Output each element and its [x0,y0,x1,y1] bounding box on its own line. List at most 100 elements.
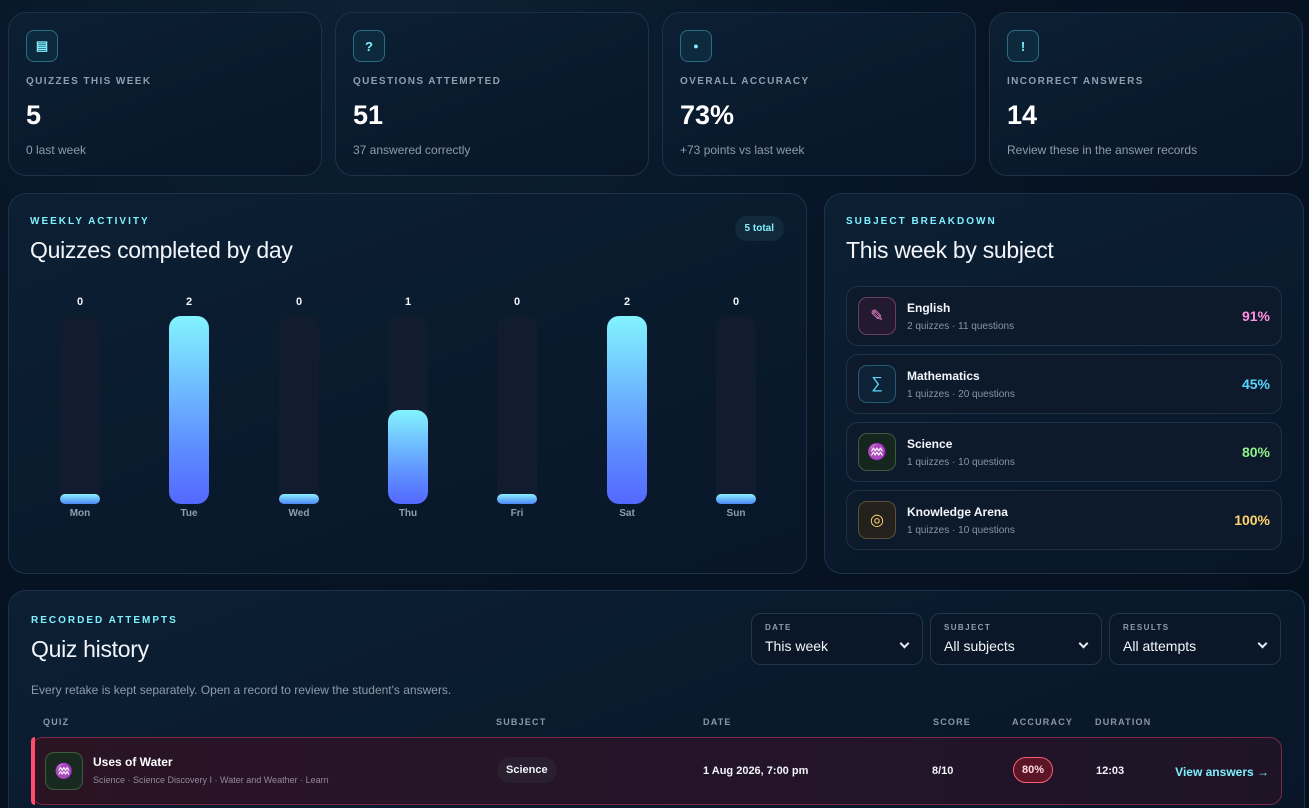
bar-value-label: 0 [732,296,740,308]
subject-row-science: ♒ Science 1 quizzes · 10 questions 80% [846,422,1282,482]
subject-meta: 1 quizzes · 10 questions [907,524,1015,536]
incorrect-accent-bar [31,737,35,805]
attempt-duration: 12:03 [1096,765,1125,777]
subject-meta: 2 quizzes · 11 questions [907,320,1015,332]
bar-value-label: 0 [513,296,521,308]
total-badge: 5 total [734,216,784,241]
results-filter[interactable]: RESULTS All attempts [1109,613,1281,665]
bar-value-label: 1 [404,296,412,308]
filter-label: SUBJECT [944,623,992,632]
view-answers-link[interactable]: View answers → [1175,765,1269,779]
column-header-score: SCORE [933,717,972,727]
jellyfish-icon: ♒ [858,433,896,471]
subject-filter[interactable]: SUBJECT All subjects [930,613,1102,665]
subject-accuracy: 45% [1241,376,1270,392]
target-icon: ◎ [858,501,896,539]
bar-value-label: 0 [76,296,84,308]
history-title: Quiz history [31,636,149,662]
filter-value: All subjects [944,638,1015,654]
filter-label: RESULTS [1123,623,1170,632]
subject-list: ✎ English 2 quizzes · 11 questions 91% ∑ Math… [846,286,1282,550]
bar-track [60,316,100,504]
subject-name: Knowledge Arena [907,504,1008,519]
stat-value: 73% [680,100,735,130]
stat-label: QUESTIONS ATTEMPTED [353,76,502,87]
column-header-subject: SUBJECT [496,717,547,727]
date-filter[interactable]: DATE This week [751,613,923,665]
stat-value: 51 [353,100,384,130]
subject-chip: Science [497,757,557,783]
bar-value-label: 0 [295,296,303,308]
history-eyebrow: RECORDED ATTEMPTS [31,615,178,626]
subjects-title: This week by subject [846,237,1054,263]
bar-track [716,316,756,504]
bar-track [388,316,428,504]
column-header-accuracy: ACCURACY [1012,717,1074,727]
subject-meta: 1 quizzes · 20 questions [907,388,1015,400]
stat-card-questions: ? QUESTIONS ATTEMPTED 51 37 answered cor… [335,12,649,176]
bar-day-label: Wed [288,508,310,519]
sigma-icon: ∑ [858,365,896,403]
bar-track [607,316,647,504]
subject-accuracy: 100% [1234,512,1270,528]
stat-subtext: 37 answered correctly [353,143,471,157]
column-header-quiz: QUIZ [43,717,70,727]
bar [388,410,428,504]
bar-day-label: Fri [510,508,524,519]
subject-breakdown-card: SUBJECT BREAKDOWN This week by subject ✎… [824,193,1304,574]
quiz-path: Science · Science Discovery I · Water an… [93,775,329,785]
subject-accuracy: 91% [1241,308,1270,324]
column-header-duration: DURATION [1095,717,1152,727]
info-icon: ● [680,30,712,62]
bar-value-label: 2 [623,296,631,308]
bar [279,494,319,504]
subject-name: Mathematics [907,368,980,383]
bar-track [169,316,209,504]
filter-value: All attempts [1123,638,1197,654]
subjects-eyebrow: SUBJECT BREAKDOWN [846,216,997,227]
bar-day-label: Tue [180,508,198,519]
jellyfish-icon: ♒ [45,752,83,790]
quiz-history-card: RECORDED ATTEMPTS Quiz history Every ret… [8,590,1305,808]
subject-name: Science [907,436,953,451]
bar [60,494,100,504]
table-row[interactable]: ♒ Uses of Water Science · Science Discov… [31,737,1282,805]
bar [497,494,537,504]
subject-row-mathematics: ∑ Mathematics 1 quizzes · 20 questions 45% [846,354,1282,414]
accuracy-badge: 80% [1013,757,1054,783]
bar-day-label: Mon [69,508,91,519]
bar-day-label: Thu [398,508,418,519]
subject-accuracy: 80% [1241,444,1270,460]
attempt-score: 8/10 [932,765,954,777]
question-icon: ? [353,30,385,62]
subject-meta: 1 quizzes · 10 questions [907,456,1015,468]
weekly-eyebrow: WEEKLY ACTIVITY [30,216,150,227]
stat-card-accuracy: ● OVERALL ACCURACY 73% +73 points vs las… [662,12,976,176]
column-header-date: DATE [703,717,732,727]
weekly-title: Quizzes completed by day [30,237,293,263]
bar-day-label: Sat [619,508,635,519]
stat-value: 5 [26,100,42,130]
stat-subtext: Review these in the answer records [1007,143,1198,157]
stat-label: INCORRECT ANSWERS [1007,76,1144,87]
stat-card-incorrect: ! INCORRECT ANSWERS 14 Review these in t… [989,12,1303,176]
stat-label: QUIZZES THIS WEEK [26,76,152,87]
subject-row-english: ✎ English 2 quizzes · 11 questions 91% [846,286,1282,346]
list-icon: ▤ [26,30,58,62]
bar [716,494,756,504]
bar-track [497,316,537,504]
quiz-title: Uses of Water [93,755,173,769]
alert-icon: ! [1007,30,1039,62]
pencil-icon: ✎ [858,297,896,335]
bar [169,316,209,504]
bar-value-label: 2 [185,296,193,308]
filter-label: DATE [765,623,792,632]
bar-track [279,316,319,504]
bar [607,316,647,504]
stat-subtext: 0 last week [26,143,87,157]
history-description: Every retake is kept separately. Open a … [31,683,452,697]
bar-day-label: Sun [726,508,746,519]
filter-value: This week [765,638,829,654]
subject-name: English [907,300,951,315]
attempt-date: 1 Aug 2026, 7:00 pm [703,765,809,777]
